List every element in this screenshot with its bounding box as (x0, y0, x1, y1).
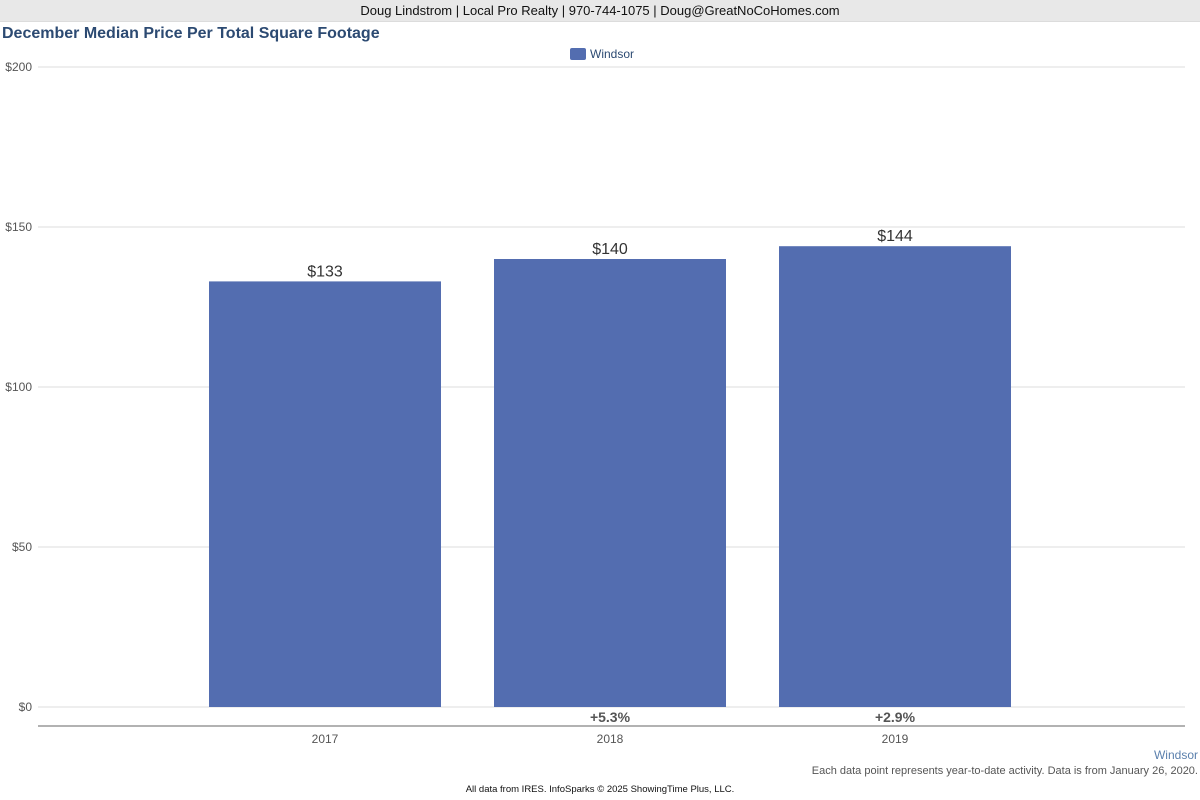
contact-text: Doug Lindstrom | Local Pro Realty | 970-… (360, 3, 840, 18)
bar-value-label: $144 (877, 228, 913, 245)
x-tick-label: 2017 (312, 732, 339, 746)
bar-chart: $0 $50 $100 $150 $200 $133 2017 $140 +5.3% 2018 $1… (5, 60, 1185, 746)
bar (779, 246, 1011, 707)
footer-credit: All data from IRES. InfoSparks © 2025 Sh… (465, 784, 735, 795)
legend-label-windsor: Windsor (590, 47, 635, 61)
y-tick-label: $50 (12, 540, 32, 554)
change-label: +2.9% (875, 709, 916, 725)
data-note: Each data point represents year-to-date … (811, 765, 1198, 777)
series-name-label[interactable]: Windsor (1153, 748, 1198, 762)
chart-legend[interactable]: Windsor (570, 46, 634, 62)
y-tick-label: $100 (5, 380, 32, 394)
x-tick-label: 2019 (882, 732, 909, 746)
y-tick-label: $200 (5, 60, 32, 74)
bar (209, 281, 441, 707)
bar (494, 259, 726, 707)
contact-banner: Doug Lindstrom | Local Pro Realty | 970-… (0, 0, 1200, 22)
legend-swatch-windsor (570, 48, 586, 60)
x-tick-label: 2018 (597, 732, 624, 746)
change-label: +5.3% (590, 709, 631, 725)
y-tick-label: $150 (5, 220, 32, 234)
bar-value-label: $133 (307, 263, 343, 280)
chart-title: December Median Price Per Total Square F… (2, 25, 380, 42)
y-tick-label: $0 (19, 700, 33, 714)
bar-value-label: $140 (592, 241, 628, 258)
